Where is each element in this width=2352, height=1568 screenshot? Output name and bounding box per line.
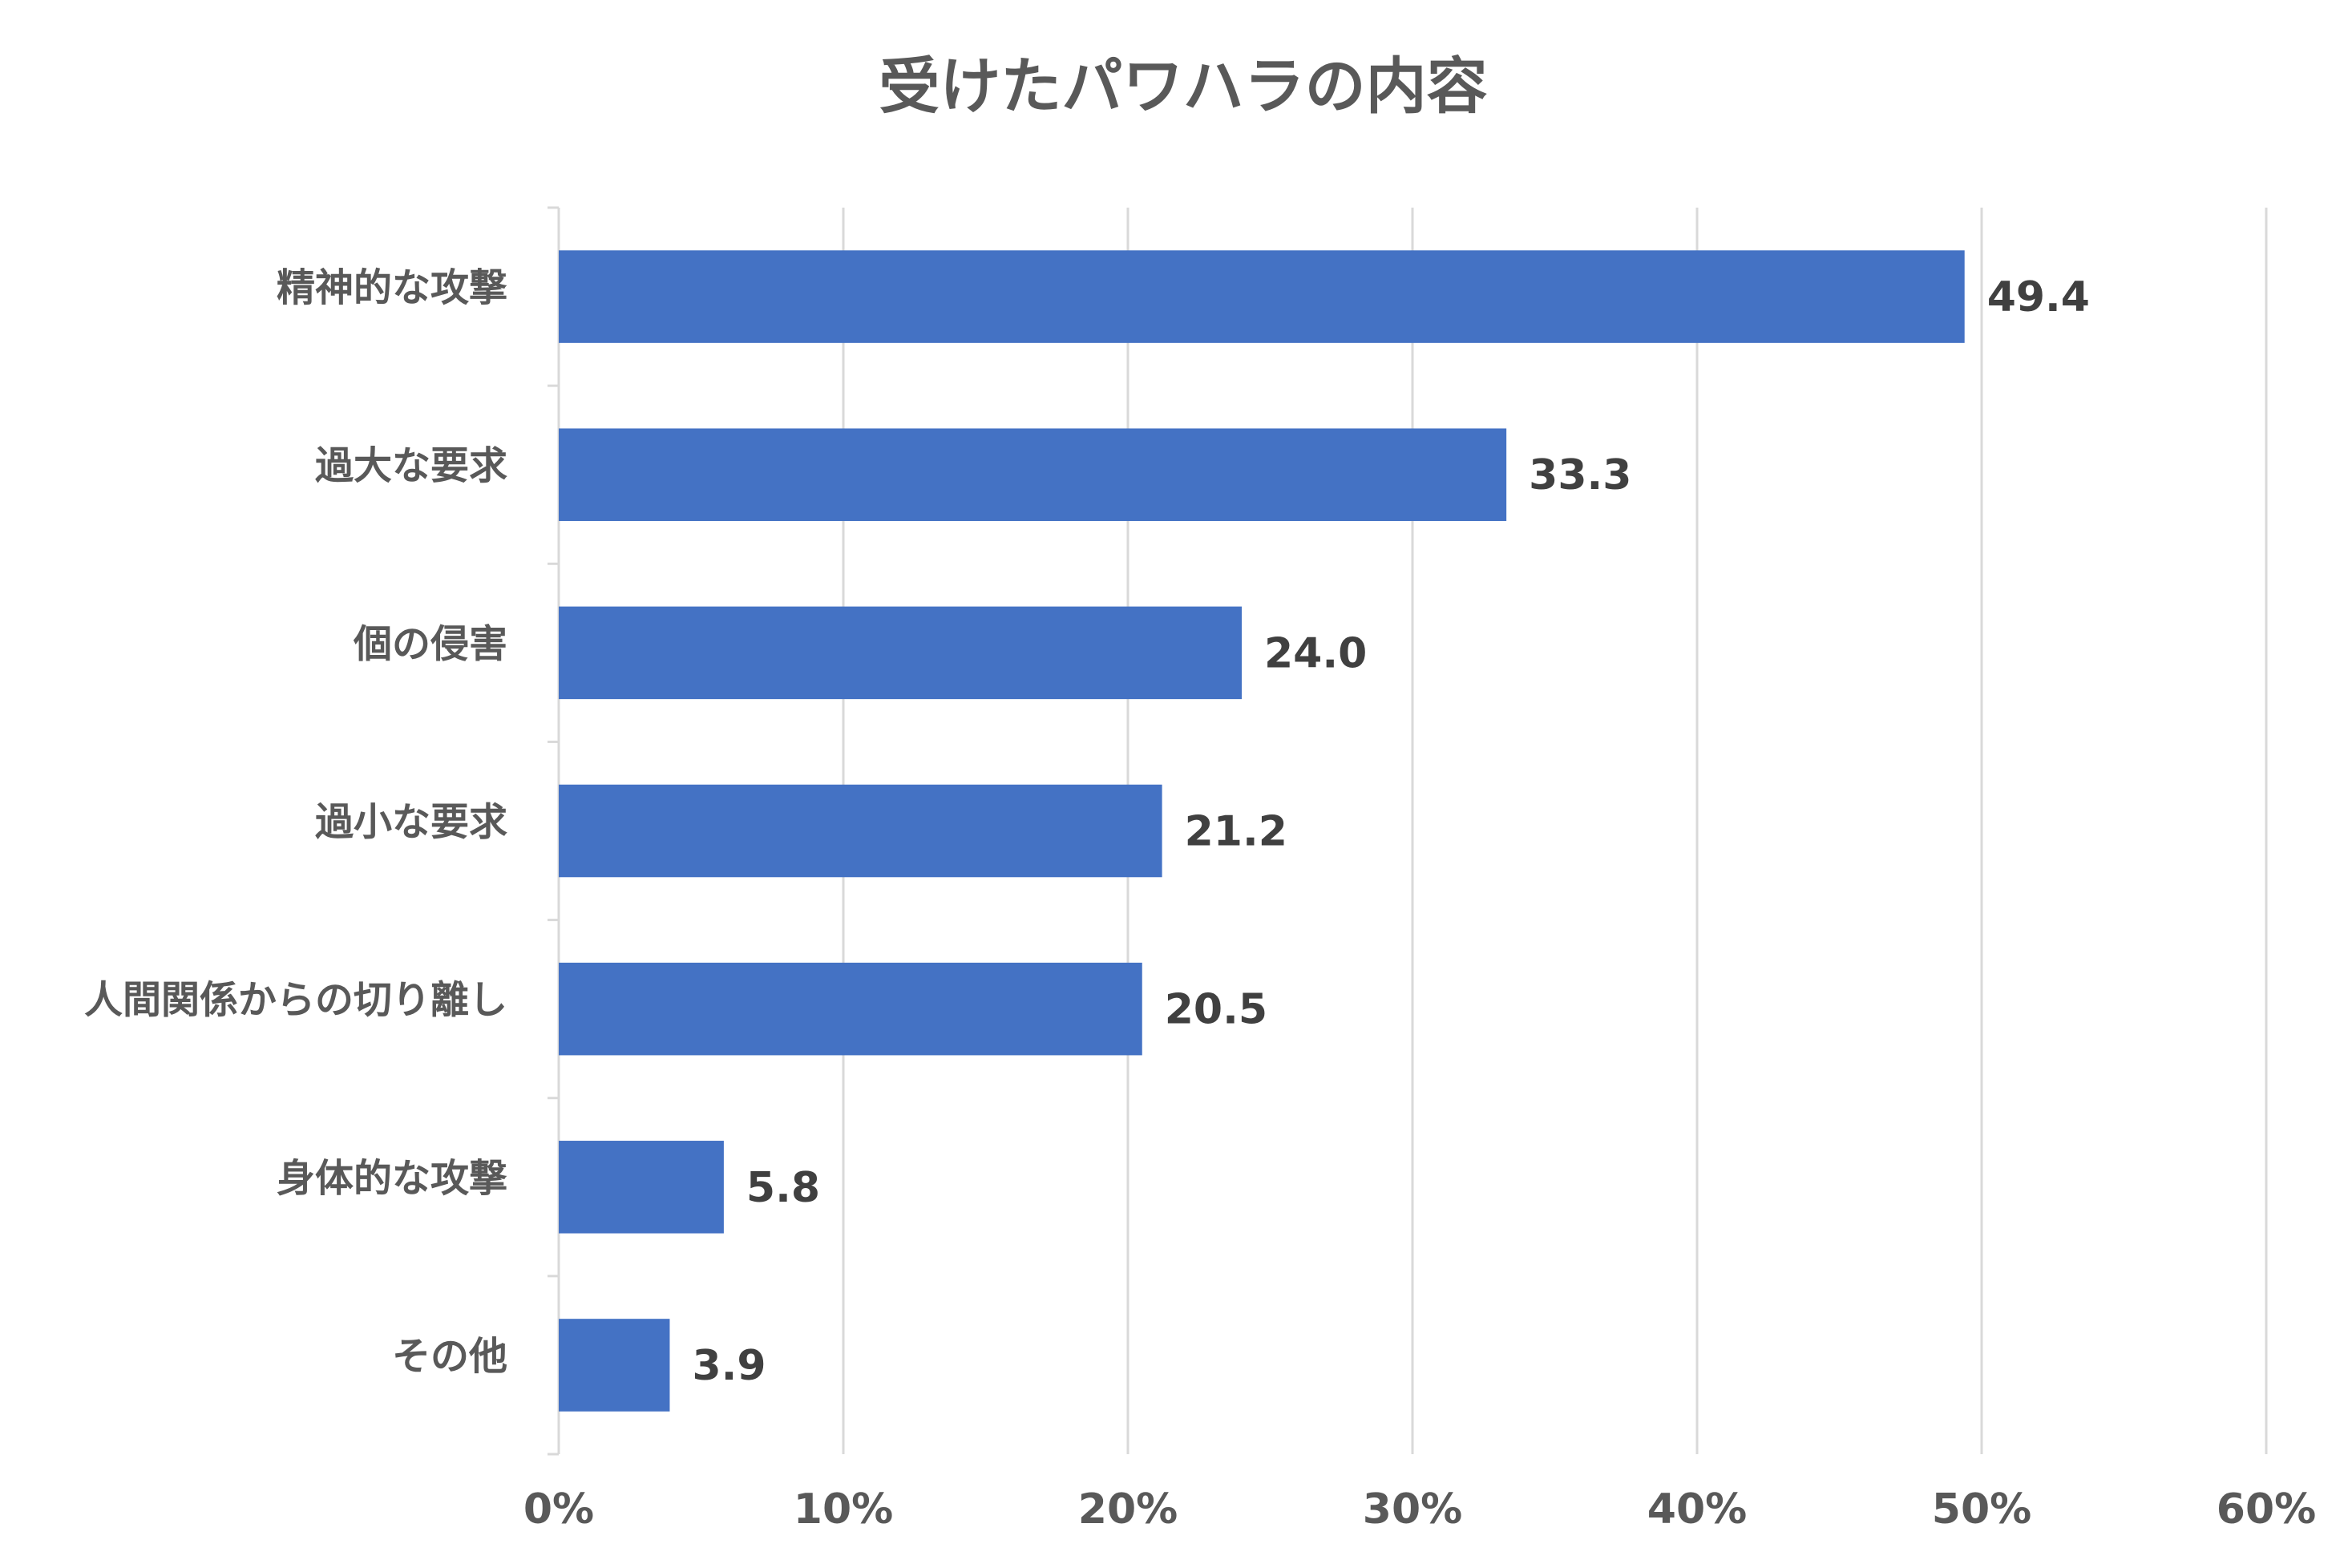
x-tick-label: 20% — [1078, 1485, 1178, 1534]
y-tick-label: 個の侵害 — [353, 621, 507, 666]
value-label: 24.0 — [1264, 629, 1367, 677]
bar — [559, 606, 1242, 700]
x-tick-label: 60% — [2217, 1485, 2316, 1534]
value-label: 21.2 — [1185, 808, 1287, 856]
x-tick-label: 0% — [523, 1485, 594, 1534]
bar — [559, 784, 1162, 878]
value-label: 20.5 — [1165, 986, 1267, 1034]
y-tick-label: 人間関係からの切り離し — [84, 978, 507, 1023]
chart-title: 受けたパワハラの内容 — [879, 51, 1487, 122]
bar — [559, 1319, 670, 1412]
x-tick-label: 10% — [794, 1485, 893, 1534]
bar — [559, 962, 1142, 1056]
x-tick-label: 40% — [1647, 1485, 1747, 1534]
value-label: 5.8 — [746, 1164, 820, 1212]
bar — [559, 428, 1507, 521]
y-tick-label: その他 — [392, 1334, 507, 1379]
x-tick-label: 30% — [1363, 1485, 1462, 1534]
bar — [559, 1141, 724, 1234]
value-label: 33.3 — [1529, 451, 1631, 499]
bar — [559, 250, 1965, 343]
x-tick-label: 50% — [1932, 1485, 2031, 1534]
y-tick-label: 身体的な攻撃 — [277, 1156, 507, 1201]
y-tick-label: 過大な要求 — [315, 443, 507, 488]
y-tick-label: 精神的な攻撃 — [277, 265, 507, 310]
value-label: 3.9 — [692, 1342, 766, 1390]
value-label: 49.4 — [1987, 273, 2090, 321]
y-tick-label: 過小な要求 — [315, 800, 507, 845]
